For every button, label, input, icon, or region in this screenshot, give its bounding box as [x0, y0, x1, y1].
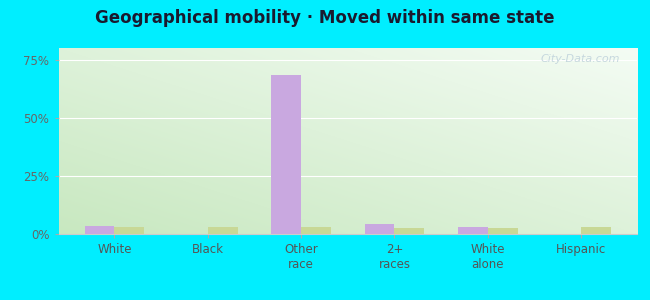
Text: Geographical mobility · Moved within same state: Geographical mobility · Moved within sam… — [96, 9, 554, 27]
Bar — [84, 226, 114, 234]
Bar — [208, 227, 238, 234]
Bar — [301, 227, 331, 234]
Bar — [581, 227, 611, 234]
Bar — [271, 75, 301, 234]
Bar — [365, 224, 395, 234]
Text: City-Data.com: City-Data.com — [540, 54, 619, 64]
Bar — [458, 226, 488, 234]
Bar — [114, 227, 144, 234]
Bar — [488, 228, 517, 234]
Bar — [395, 228, 424, 234]
